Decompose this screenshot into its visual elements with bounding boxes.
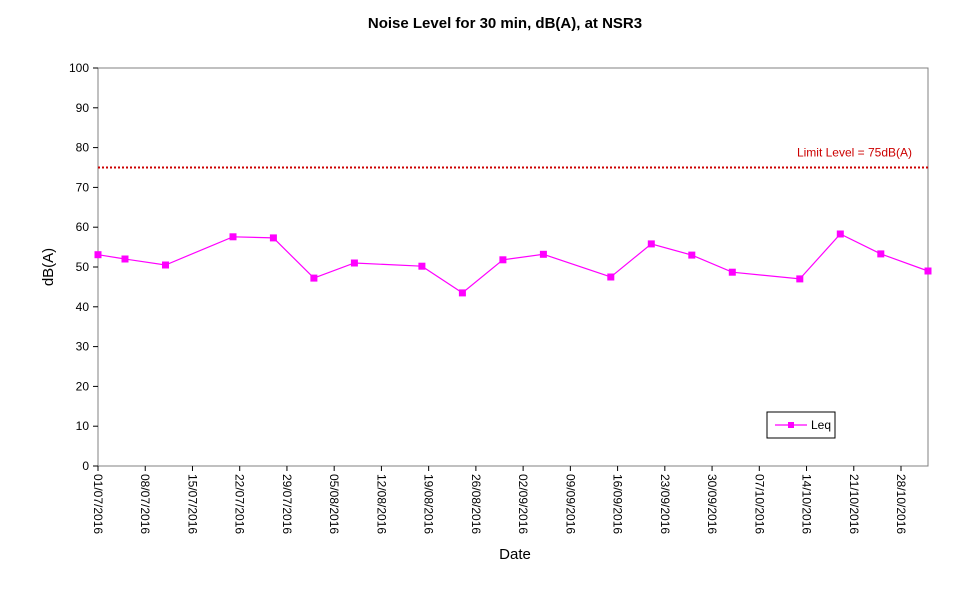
data-point (877, 250, 885, 258)
y-tick-label: 80 (76, 141, 90, 155)
data-point (229, 233, 237, 241)
data-point (647, 240, 655, 248)
x-tick-label: 09/09/2016 (563, 474, 577, 534)
y-tick-label: 50 (76, 260, 90, 274)
x-axis-label: Date (499, 546, 531, 563)
x-tick-label: 14/10/2016 (800, 474, 814, 534)
data-point (121, 255, 129, 263)
legend-label-leq: Leq (811, 418, 831, 432)
y-tick-label: 90 (76, 101, 90, 115)
data-point (539, 250, 547, 258)
series-markers-leq (94, 230, 932, 297)
legend-marker-leq (788, 422, 794, 428)
data-point (94, 251, 102, 259)
x-tick-label: 07/10/2016 (752, 474, 766, 534)
x-tick-label: 29/07/2016 (280, 474, 294, 534)
y-axis-label: dB(A) (40, 248, 57, 286)
plot-area (97, 67, 929, 467)
y-axis: 0 10 20 30 40 50 60 70 80 90 100 (69, 61, 98, 473)
data-point (162, 261, 169, 269)
y-tick-label: 30 (76, 340, 90, 354)
y-tick-label: 0 (82, 459, 89, 473)
y-tick-label: 70 (76, 180, 90, 194)
data-point (836, 230, 844, 238)
x-tick-label: 16/09/2016 (611, 474, 625, 534)
x-tick-label: 12/08/2016 (374, 474, 388, 534)
x-tick-label: 26/08/2016 (469, 474, 483, 534)
data-point (269, 234, 277, 242)
data-point (350, 259, 358, 267)
data-point (418, 262, 426, 270)
y-tick-label: 100 (69, 61, 89, 75)
y-tick-label: 60 (76, 220, 90, 234)
x-tick-label: 02/09/2016 (516, 474, 530, 534)
data-point (796, 275, 804, 283)
x-tick-label: 05/08/2016 (327, 474, 341, 534)
x-tick-label: 01/07/2016 (91, 474, 105, 534)
x-tick-label: 19/08/2016 (422, 474, 436, 534)
x-tick-label: 15/07/2016 (185, 474, 199, 534)
limit-label: Limit Level = 75dB(A) (797, 146, 912, 160)
y-tick-label: 20 (76, 379, 90, 393)
x-tick-label: 28/10/2016 (894, 474, 908, 534)
data-point (499, 256, 507, 264)
x-tick-label: 08/07/2016 (138, 474, 152, 534)
x-tick-label: 30/09/2016 (705, 474, 719, 534)
data-point (728, 268, 736, 276)
data-point (688, 251, 696, 259)
data-point (458, 289, 466, 297)
y-tick-label: 10 (76, 419, 90, 433)
x-tick-label: 23/09/2016 (658, 474, 672, 534)
x-tick-label: 21/10/2016 (847, 474, 861, 534)
data-point (924, 267, 932, 275)
x-axis: 01/07/2016 08/07/2016 15/07/2016 22/07/2016… (91, 466, 908, 534)
data-point (310, 274, 318, 282)
legend: Leq (766, 411, 836, 439)
y-tick-label: 40 (76, 300, 90, 314)
chart-title: Noise Level for 30 min, dB(A), at NSR3 (368, 15, 642, 32)
data-point (607, 273, 615, 281)
x-tick-label: 22/07/2016 (233, 474, 247, 534)
